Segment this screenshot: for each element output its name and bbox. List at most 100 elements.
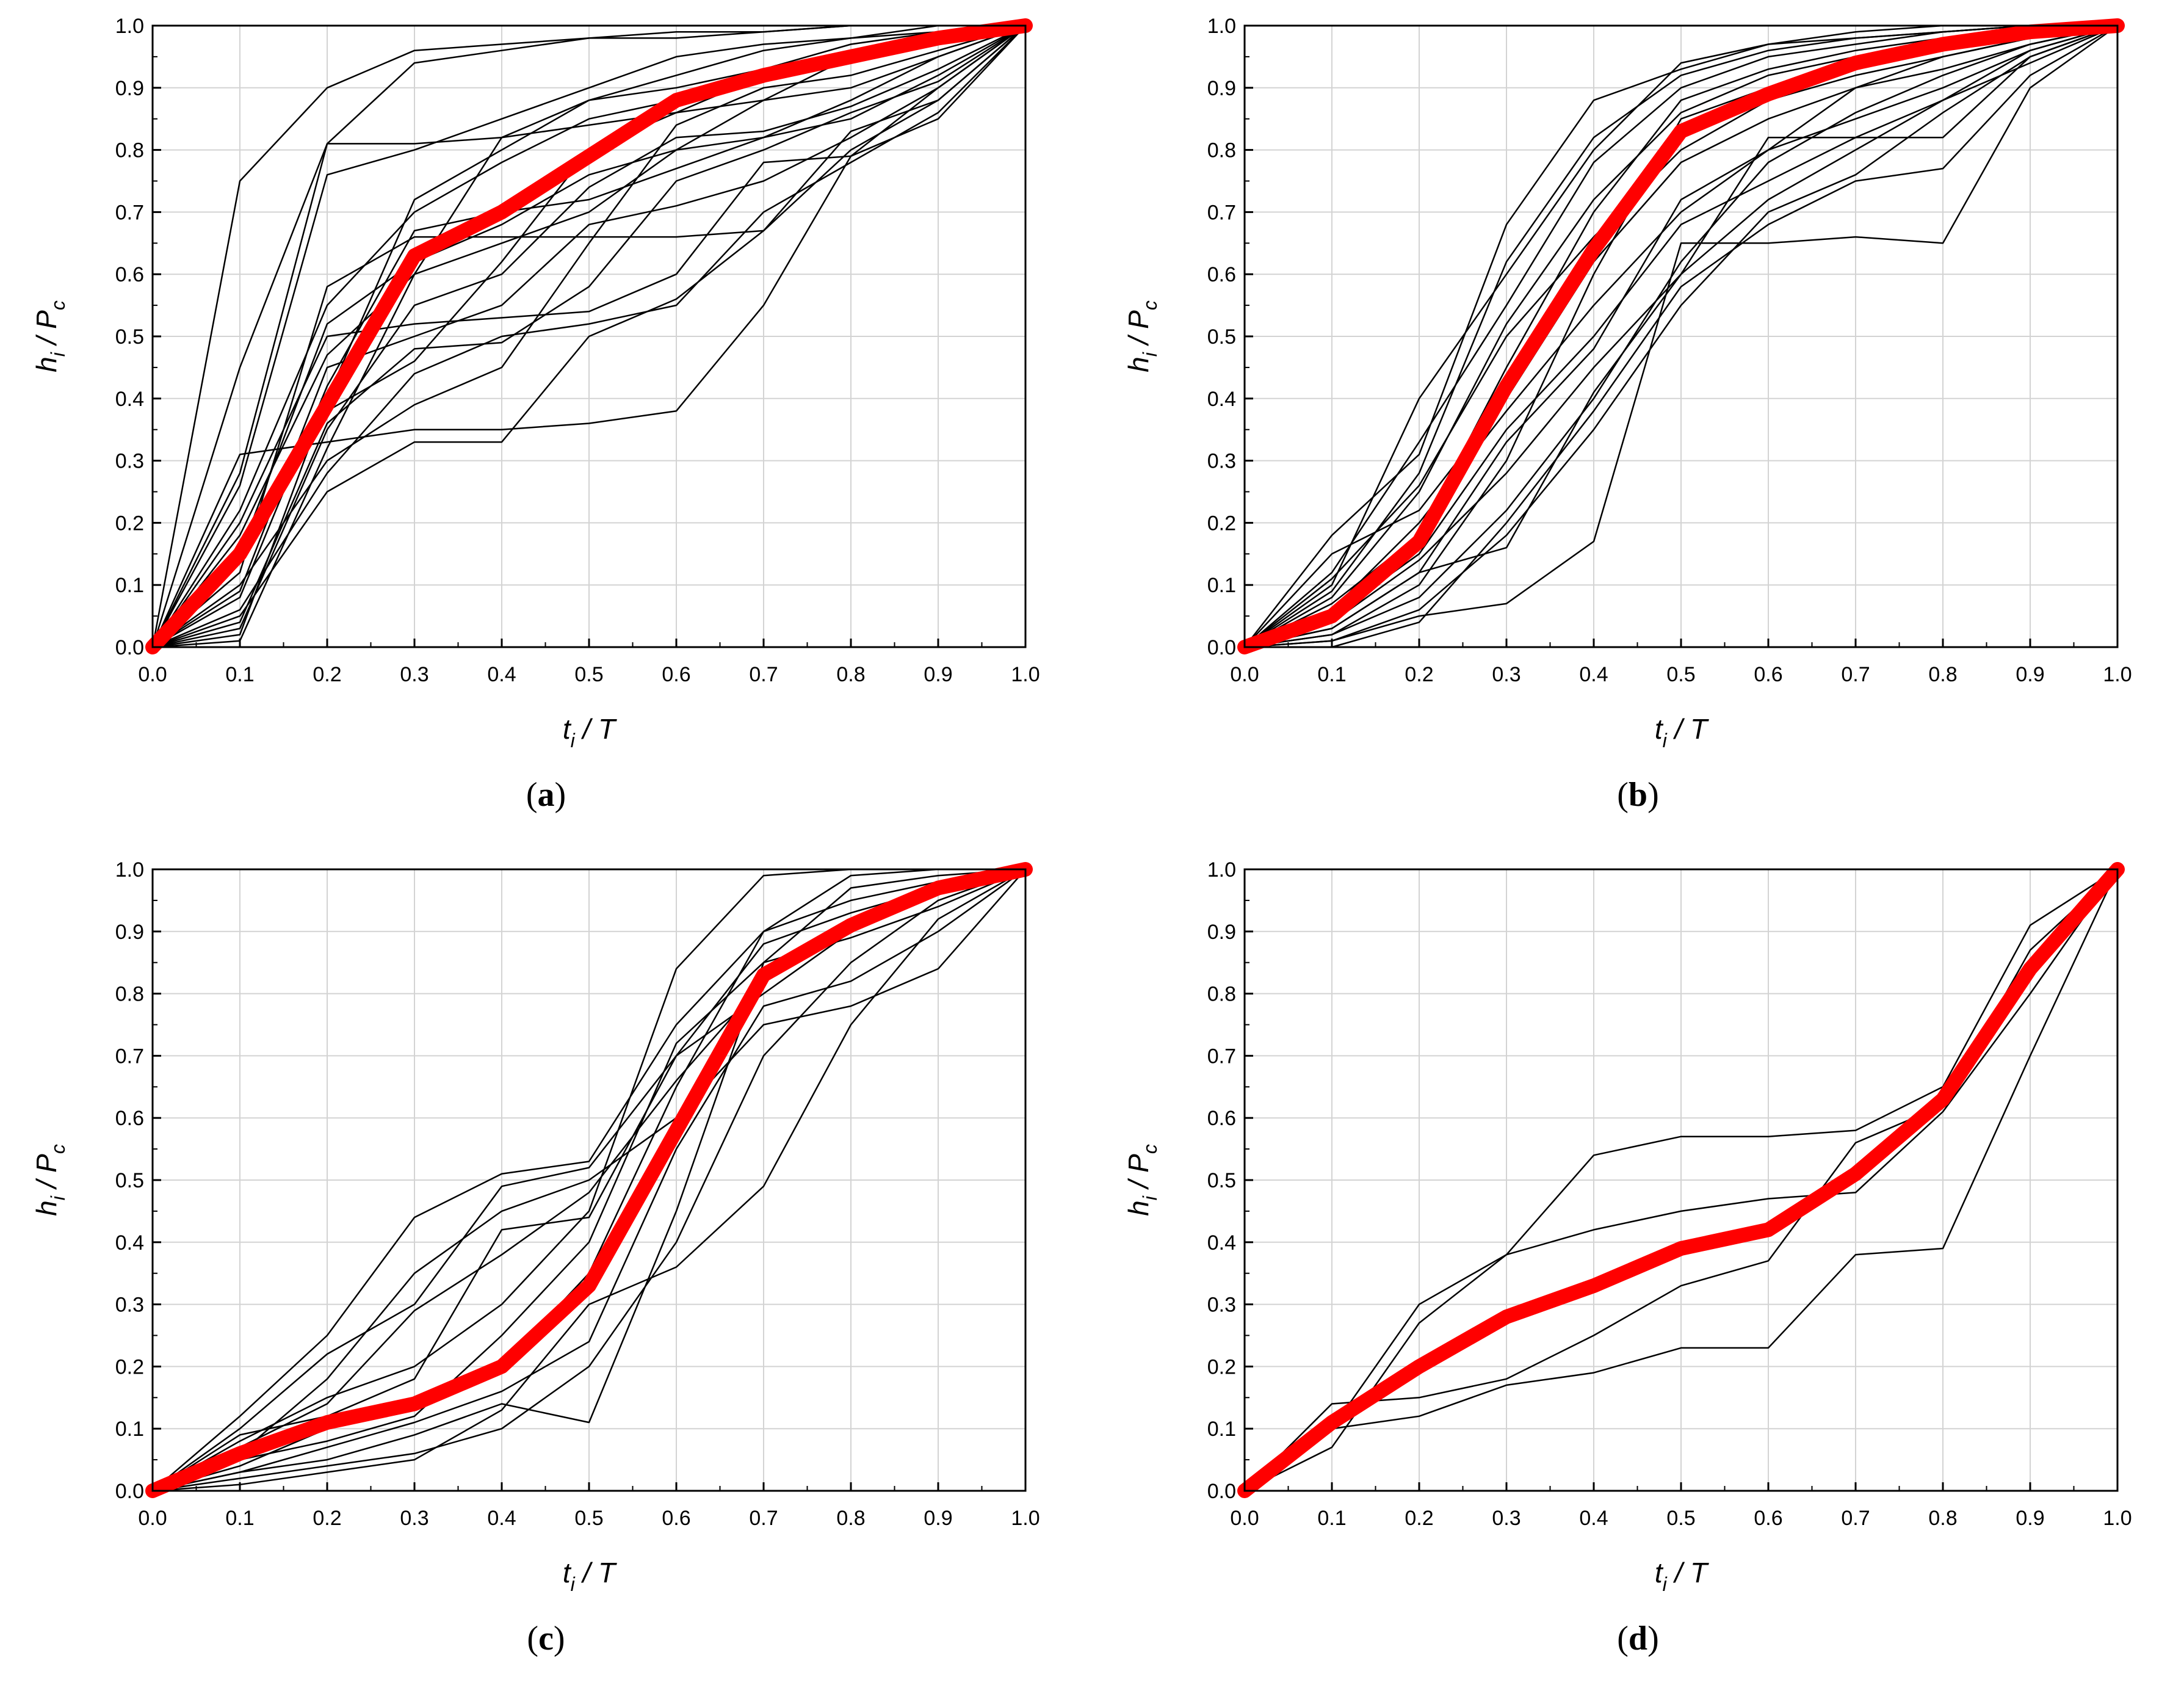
x-tick-label: 0.3 <box>400 1507 428 1530</box>
series-line-s8 <box>1244 24 2118 648</box>
series-line-s7 <box>152 869 1026 1492</box>
x-axis-label: ti / T <box>1655 713 1709 752</box>
y-tick-label: 0.6 <box>115 263 144 286</box>
mean-series-line <box>1237 18 2125 654</box>
caption-c-open: ( <box>527 1620 539 1657</box>
y-tick-label: 0.1 <box>1207 1418 1236 1441</box>
y-tick-label: 0.9 <box>115 77 144 100</box>
y-axis-label: hi / Pc <box>31 300 69 372</box>
y-axis-label-sub: i <box>47 1195 69 1200</box>
x-axis-label-sub: i <box>571 1573 576 1595</box>
caption-b-letter: b <box>1628 776 1648 814</box>
x-axis-label-main: t <box>563 1557 572 1588</box>
x-tick-label: 0.3 <box>400 663 428 686</box>
series-line-s17 <box>1244 24 2118 648</box>
y-tick-label: 0.2 <box>115 512 144 535</box>
x-tick-label: 0.1 <box>1317 1507 1346 1530</box>
x-tick-label: 0.6 <box>1754 1507 1782 1530</box>
y-axis-label-main: h <box>31 357 62 372</box>
series-line-s10 <box>152 868 1026 1492</box>
x-tick-label: 0.2 <box>313 663 341 686</box>
x-tick-label: 0.0 <box>1230 663 1259 686</box>
chart-b: 0.0 0.1 0.2 0.3 0.4 0.5 0.6 0.7 0.8 0.9 1.0 0.0 0.1 0… <box>1123 15 2132 752</box>
x-axis-label: ti / T <box>563 713 617 752</box>
x-tick-label: 0.7 <box>749 1507 778 1530</box>
series-line-s18 <box>1245 24 2118 648</box>
x-tick-label: 0.1 <box>225 1507 254 1530</box>
x-tick-label: 0.1 <box>225 663 254 686</box>
y-tick-label: 0.3 <box>1207 1294 1236 1317</box>
x-tick-label: 0.2 <box>313 1507 341 1530</box>
y-tick-label: 0.5 <box>1207 1169 1236 1192</box>
x-tick-label: 0.7 <box>1841 1507 1870 1530</box>
y-axis-label-sub: i <box>1139 1195 1161 1200</box>
x-tick-label: 1.0 <box>1011 1507 1040 1530</box>
y-tick-label: 0.6 <box>1207 263 1236 286</box>
caption-a-open: ( <box>526 776 538 814</box>
series-line-s16 <box>1244 24 2118 648</box>
series-line-s15 <box>152 24 1026 648</box>
x-axis-label: ti / T <box>1655 1557 1709 1595</box>
y-tick-label: 0.4 <box>115 1231 144 1255</box>
x-tick-label: 0.1 <box>1317 663 1346 686</box>
y-tick-label: 0.0 <box>1207 636 1236 659</box>
x-tick-label: 0.5 <box>574 1507 603 1530</box>
y-axis-label-mid: / P <box>31 310 62 352</box>
series-line-s15 <box>1244 24 2118 648</box>
series-line-s10 <box>1244 24 2118 648</box>
x-tick-label: 1.0 <box>2103 1507 2132 1530</box>
y-axis-label-mid: / P <box>1123 1154 1154 1196</box>
x-axis-label-main: t <box>1655 713 1664 745</box>
y-tick-label: 0.4 <box>1207 388 1236 411</box>
x-tick-label: 0.4 <box>1579 663 1608 686</box>
y-tick-label: 0.7 <box>1207 201 1236 224</box>
x-axis-label-main: t <box>1655 1557 1664 1588</box>
x-tick-label: 0.8 <box>836 1507 865 1530</box>
series-line-s9 <box>152 24 1026 648</box>
series-line-s8 <box>152 25 1026 648</box>
mean-series-line <box>1237 862 2125 1498</box>
panel-b: 0.0 0.1 0.2 0.3 0.4 0.5 0.6 0.7 0.8 0.9 1.0 0.0 0.1 0… <box>1092 0 2184 844</box>
x-tick-label: 0.0 <box>1230 1507 1259 1530</box>
caption-a-close: ) <box>554 776 566 814</box>
x-tick-label: 0.2 <box>1405 1507 1433 1530</box>
x-tick-label: 0.9 <box>924 1507 952 1530</box>
y-tick-label: 0.9 <box>1207 921 1236 944</box>
y-tick-label: 0.2 <box>1207 512 1236 535</box>
x-tick-label: 1.0 <box>1011 663 1040 686</box>
y-axis-label-sub2: c <box>1139 1144 1161 1154</box>
panel-a: 0.0 0.1 0.2 0.3 0.4 0.5 0.6 0.7 0.8 0.9 1.0 0.0 0.1 0… <box>0 0 1092 844</box>
y-tick-label: 0.2 <box>1207 1355 1236 1378</box>
chart-a: 0.0 0.1 0.2 0.3 0.4 0.5 0.6 0.7 0.8 0.9 1.0 0.0 0.1 0… <box>31 15 1040 752</box>
x-tick-label: 0.8 <box>1928 663 1957 686</box>
y-tick-label: 0.3 <box>115 1294 144 1317</box>
series-line-s8 <box>152 868 1026 1492</box>
y-tick-label: 0.4 <box>1207 1231 1236 1255</box>
x-axis-label-sub: i <box>1663 730 1668 752</box>
y-axis-label: hi / Pc <box>1123 300 1161 372</box>
y-tick-label: 0.1 <box>1207 574 1236 597</box>
x-tick-label: 0.3 <box>1492 663 1520 686</box>
y-tick-label: 0.8 <box>1207 139 1236 162</box>
y-tick-label: 0.1 <box>115 574 144 597</box>
x-tick-label: 0.8 <box>1928 1507 1957 1530</box>
y-tick-label: 0.0 <box>115 636 144 659</box>
x-axis-label-rest: / T <box>575 1557 617 1588</box>
y-tick-label: 0.7 <box>1207 1045 1236 1068</box>
series-line-s12 <box>152 24 1025 648</box>
y-tick-label: 0.8 <box>1207 983 1236 1006</box>
mean-series-line <box>145 862 1033 1498</box>
x-tick-label: 0.6 <box>662 1507 690 1530</box>
caption-b-open: ( <box>1617 776 1629 814</box>
y-tick-label: 0.5 <box>115 325 144 349</box>
x-tick-label: 0.7 <box>1841 663 1870 686</box>
caption-a-letter: a <box>537 776 555 814</box>
y-axis-label-sub: i <box>47 352 69 357</box>
caption-d-close: ) <box>1647 1620 1659 1657</box>
y-tick-label: 0.5 <box>115 1169 144 1192</box>
x-axis-label-sub: i <box>571 730 576 752</box>
y-axis-label-sub2: c <box>47 300 69 310</box>
x-axis-label-main: t <box>563 713 572 745</box>
x-tick-label: 0.9 <box>924 663 952 686</box>
